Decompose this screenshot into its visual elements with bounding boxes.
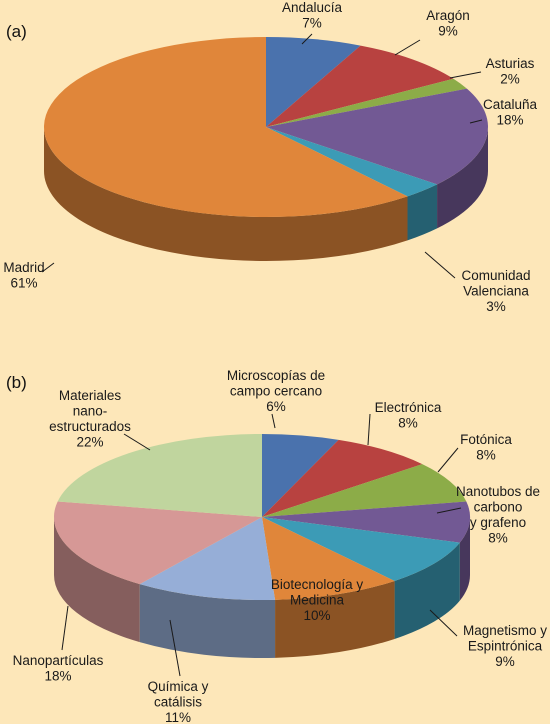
- pie-slice-1: [266, 45, 454, 127]
- slice-label-6: Química y catálisis 11%: [148, 679, 209, 724]
- leader-line-1: [394, 39, 421, 56]
- leader-line-4: [429, 609, 458, 637]
- pie-slice-2: [266, 78, 467, 127]
- pie-slice-5: [43, 37, 408, 217]
- slice-label-3: Nanotubos de carbono y grafeno 8%: [456, 484, 540, 546]
- slice-label-5: Biotecnología y Medicina 10%: [271, 577, 364, 623]
- pie-wall-3: [459, 517, 470, 601]
- pie-slice-8: [57, 434, 263, 517]
- pie-chart-b: (b) Microscopías de campo cercano 6% Electr…: [6, 368, 547, 724]
- pie-chart-a: (a) Andalucía 7% Aragón 9% Asturias 2% Cataluñ…: [3, 0, 537, 314]
- slice-label-2: Fotónica 8%: [460, 432, 512, 463]
- pie-slice-2: [262, 464, 467, 517]
- pie-wall-7: [54, 517, 140, 643]
- leader-line-4: [424, 251, 456, 279]
- pie-slice-3: [266, 88, 489, 185]
- leader-line-2: [437, 447, 459, 473]
- leader-line-0: [301, 33, 313, 45]
- pie-wall-3: [437, 127, 488, 229]
- pie-wall-5: [275, 580, 395, 658]
- pie-slice-4: [262, 517, 460, 581]
- leader-line-5: [41, 262, 55, 273]
- slice-label-0: Andalucía 7%: [282, 0, 343, 31]
- pie-wall-4: [407, 184, 438, 241]
- leader-line-7: [61, 605, 69, 651]
- leader-line-6: [169, 619, 181, 677]
- pie-slice-1: [262, 439, 423, 517]
- pie-slice-6: [139, 517, 276, 601]
- pie-slice-0: [266, 37, 361, 127]
- leader-line-8: [123, 433, 151, 451]
- pie-slice-7: [53, 501, 262, 585]
- leader-line-0: [271, 413, 276, 429]
- pie-slice-0: [262, 434, 339, 517]
- slice-label-2: Asturias 2%: [486, 56, 535, 87]
- slice-label-0: Microscopías de campo cercano 6%: [227, 368, 325, 414]
- leader-line-1: [367, 413, 371, 446]
- leader-line-3: [469, 119, 483, 124]
- slice-label-8: Materiales nano-estructurados 22%: [49, 388, 131, 450]
- slice-label-5: Madrid 61%: [3, 260, 44, 291]
- slice-label-1: Electrónica 8%: [375, 400, 442, 431]
- pie-slice-4: [266, 127, 438, 197]
- pie-slice-5: [262, 517, 395, 600]
- pie-wall-4: [394, 542, 460, 639]
- pie-slice-3: [262, 501, 470, 543]
- panel-label-a: (a): [6, 22, 27, 41]
- panel-label-b: (b): [6, 373, 27, 392]
- slice-label-4: Comunidad Valenciana 3%: [461, 268, 530, 314]
- leader-line-3: [436, 507, 462, 514]
- slice-label-1: Aragón 9%: [426, 8, 470, 39]
- leader-line-2: [449, 71, 482, 79]
- slice-label-3: Cataluña 18%: [483, 97, 538, 128]
- slice-label-7: Nanopartículas 18%: [13, 653, 104, 684]
- slice-label-4: Magnetismo y Espintrónica 9%: [463, 623, 547, 669]
- pie-wall-5: [43, 127, 408, 262]
